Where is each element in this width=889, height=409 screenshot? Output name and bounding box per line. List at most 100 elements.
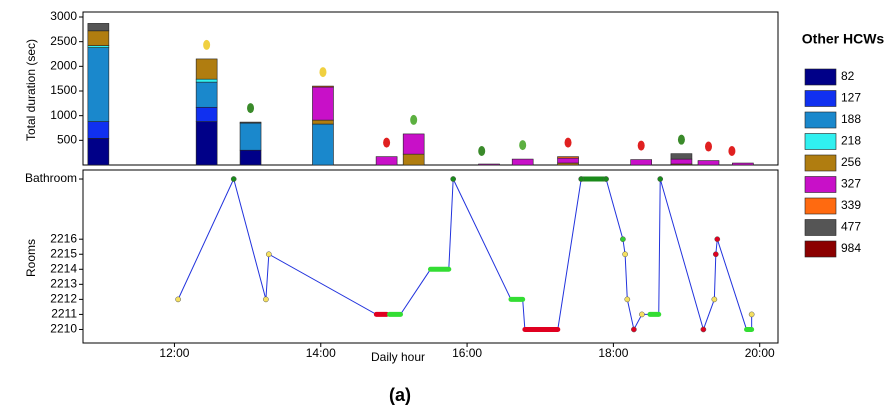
legend-swatch — [804, 68, 837, 86]
status-marker — [637, 140, 645, 151]
status-marker — [319, 67, 327, 78]
plot-frame — [82, 11, 779, 166]
bar-segment — [195, 58, 218, 80]
bar-segment — [732, 162, 754, 166]
room-point — [712, 251, 719, 258]
bar-segment — [312, 123, 334, 166]
x-axis-label: Daily hour — [371, 350, 425, 364]
room-point — [265, 251, 272, 258]
y-axis-label: Rooms — [24, 239, 38, 277]
bar-segment — [402, 133, 425, 155]
legend-label: 256 — [841, 155, 861, 169]
status-marker — [247, 103, 255, 114]
bar-segment — [87, 23, 110, 32]
bar-segment — [195, 81, 218, 108]
x-tick-label: 20:00 — [745, 346, 775, 360]
y-tick-label: 2214 — [50, 261, 77, 275]
y-tick-label: 2216 — [50, 231, 77, 245]
bar-segment — [670, 158, 693, 165]
room-point — [624, 296, 631, 303]
bar-segment — [195, 78, 218, 83]
legend-label: 984 — [841, 241, 861, 255]
status-marker — [383, 137, 391, 148]
bar-segment — [312, 86, 334, 121]
status-marker — [478, 146, 486, 156]
bar-segment — [697, 160, 720, 166]
status-marker — [564, 137, 572, 148]
y-tick-label: 1000 — [50, 108, 77, 122]
room-point — [711, 296, 718, 303]
legend-swatch — [804, 240, 837, 258]
bar-segment — [557, 156, 579, 159]
legend-title: Other HCWs — [802, 31, 885, 47]
legend-swatch — [804, 176, 837, 193]
bar-segment — [402, 153, 425, 166]
room-point — [657, 176, 664, 182]
legend-swatch — [804, 90, 837, 107]
x-tick-label: 12:00 — [159, 346, 189, 360]
room-point — [603, 176, 609, 182]
bar-segment — [375, 156, 398, 166]
room-point — [748, 311, 755, 318]
room-point — [578, 176, 585, 182]
y-tick-label: 2215 — [50, 246, 77, 260]
x-tick-label: 18:00 — [598, 346, 628, 360]
y-tick-label: 2500 — [50, 34, 77, 48]
room-line — [177, 177, 753, 332]
legend-swatch — [804, 154, 837, 172]
plot-frame — [82, 169, 779, 344]
y-axis-label: Total duration (sec) — [24, 39, 38, 141]
legend-label: 218 — [841, 134, 861, 148]
status-marker — [203, 39, 211, 50]
y-tick-label: 2210 — [50, 322, 77, 336]
room-point — [450, 176, 457, 182]
room-point — [714, 236, 721, 243]
y-tick-label: 2213 — [50, 277, 77, 291]
status-marker — [705, 141, 712, 152]
bar-segment — [312, 85, 334, 88]
legend-swatch — [804, 133, 837, 150]
status-marker — [410, 114, 418, 125]
bar-segment — [239, 121, 262, 124]
bar-segment — [312, 119, 334, 125]
status-marker — [519, 140, 527, 151]
x-tick-label: 16:00 — [452, 346, 482, 360]
y-tick-label: 3000 — [50, 9, 77, 23]
bar-segment — [239, 149, 262, 166]
bar-segment — [195, 121, 218, 166]
y-tick-label: 500 — [57, 133, 77, 147]
room-point — [700, 326, 707, 333]
bar-segment — [670, 153, 693, 160]
status-marker — [677, 134, 685, 145]
bar-segment — [195, 106, 218, 122]
room-point — [263, 296, 269, 303]
x-tick-label: 14:00 — [306, 346, 336, 360]
y-tick-label: 2212 — [50, 292, 77, 306]
bar-segment — [557, 157, 579, 164]
legend-label: 327 — [841, 177, 861, 191]
legend-label: 339 — [841, 198, 861, 212]
room-point — [175, 296, 181, 303]
bar-segment — [239, 122, 262, 151]
bar-segment — [87, 30, 110, 46]
y-tick-label: 2000 — [50, 59, 77, 73]
room-point — [631, 326, 637, 333]
bar-segment — [87, 47, 110, 122]
legend-swatch — [804, 219, 837, 236]
legend-label: 188 — [841, 112, 861, 126]
room-point — [230, 176, 237, 182]
y-tick-label: Bathroom — [25, 171, 77, 185]
bar-segment — [511, 158, 534, 166]
bar-segment — [87, 138, 110, 166]
bar-segment — [630, 159, 652, 166]
status-marker — [728, 146, 736, 156]
legend-label: 127 — [841, 91, 861, 105]
room-point — [639, 311, 645, 318]
y-tick-label: 1500 — [50, 83, 77, 97]
room-point — [620, 236, 626, 243]
legend-swatch — [804, 197, 837, 215]
legend-label: 82 — [841, 69, 855, 83]
bar-segment — [87, 121, 110, 139]
legend-swatch — [804, 111, 837, 129]
